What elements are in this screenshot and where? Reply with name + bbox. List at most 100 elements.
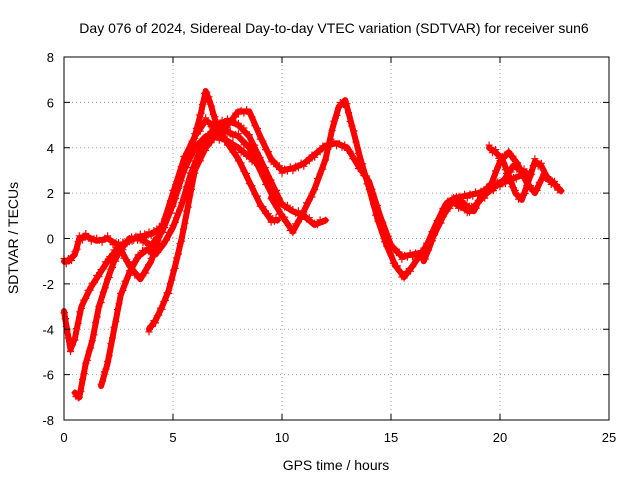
data-point-marker [381, 238, 388, 246]
data-point-marker [367, 190, 375, 198]
data-point-marker [188, 151, 196, 159]
data-point-marker [191, 169, 199, 177]
data-point-marker [157, 304, 164, 312]
data-point-marker [313, 175, 321, 182]
data-point-marker [256, 153, 264, 161]
data-point-marker [74, 319, 82, 327]
data-point-marker [74, 238, 82, 246]
data-point-marker [155, 311, 163, 319]
data-point-marker [70, 335, 78, 342]
y-tick-label: -4 [42, 322, 54, 337]
data-point-marker [346, 118, 354, 125]
data-point-marker [316, 170, 324, 178]
data-point-marker [297, 215, 305, 223]
data-point-marker [204, 94, 212, 102]
data-point-marker [178, 199, 186, 207]
data-point-marker [528, 170, 536, 178]
data-point-marker [192, 124, 200, 132]
data-point-marker [203, 88, 211, 96]
data-point-marker [398, 255, 406, 263]
data-point-marker [167, 227, 175, 235]
data-point-marker [331, 114, 339, 122]
data-point-marker [194, 121, 202, 129]
data-point-marker [172, 195, 180, 203]
data-point-marker [176, 206, 183, 214]
data-point-marker [400, 274, 408, 282]
data-point-marker [472, 205, 480, 212]
data-point-marker [407, 267, 415, 275]
data-point-marker [161, 224, 169, 232]
data-point-marker [174, 183, 182, 191]
data-point-marker [328, 127, 336, 134]
data-point-marker [248, 182, 256, 190]
data-point-marker [148, 323, 156, 330]
data-point-marker [158, 242, 166, 250]
data-point-marker [208, 102, 216, 110]
series-layer [60, 88, 565, 402]
data-point-marker [361, 170, 369, 178]
data-point-marker [166, 209, 174, 217]
data-point-marker [218, 127, 226, 135]
data-point-marker [206, 131, 214, 138]
data-point-marker [99, 288, 107, 296]
data-point-marker [104, 259, 112, 267]
data-point-marker [179, 225, 187, 233]
data-point-marker [245, 153, 253, 161]
data-point-marker [281, 213, 289, 221]
y-tick-label: 0 [47, 232, 54, 247]
data-point-marker [370, 201, 378, 208]
data-point-marker [234, 144, 242, 152]
data-point-marker [164, 213, 172, 221]
data-point-marker [160, 298, 168, 306]
data-point-marker [511, 186, 519, 194]
data-point-marker [91, 279, 98, 286]
data-point-marker [274, 216, 282, 224]
data-point-marker [166, 280, 174, 287]
data-point-marker [423, 247, 431, 255]
data-point-marker [395, 248, 403, 256]
data-point-marker [270, 196, 278, 203]
data-point-marker [95, 303, 103, 311]
data-point-marker [254, 124, 261, 132]
chart-title: Day 076 of 2024, Sidereal Day-to-day VTE… [79, 20, 589, 36]
data-point-marker [211, 113, 219, 121]
data-point-marker [123, 274, 131, 282]
data-point-marker [202, 146, 210, 154]
data-point-marker [171, 218, 179, 226]
data-point-marker [226, 129, 234, 137]
data-point-marker [79, 375, 86, 383]
data-point-marker [110, 323, 118, 331]
y-tick-label: -8 [42, 413, 54, 428]
data-point-marker [69, 341, 77, 349]
data-point-marker [237, 159, 245, 167]
data-point-marker [372, 211, 380, 219]
data-point-marker [365, 186, 373, 193]
data-point-marker [115, 251, 123, 258]
data-point-marker [88, 337, 96, 345]
data-point-marker [145, 328, 153, 336]
data-point-marker [251, 141, 259, 149]
data-point-marker [128, 237, 136, 245]
data-point-marker [101, 284, 109, 292]
data-point-marker [87, 344, 95, 352]
data-point-marker [104, 358, 112, 365]
data-point-marker [259, 203, 267, 211]
data-point-marker [289, 167, 297, 175]
data-point-marker [498, 152, 506, 160]
data-point-marker [357, 156, 364, 164]
data-point-marker [446, 199, 454, 207]
data-point-marker [67, 348, 74, 355]
data-point-marker [437, 214, 445, 222]
data-point-marker [333, 111, 341, 119]
data-point-marker [346, 147, 354, 155]
data-point-marker [273, 186, 281, 194]
data-point-marker [184, 203, 192, 211]
data-point-marker [539, 165, 547, 173]
data-point-marker [485, 183, 493, 191]
data-point-marker [147, 255, 155, 262]
data-point-marker [289, 206, 297, 213]
data-point-marker [93, 313, 101, 321]
data-point-marker [313, 221, 321, 229]
data-point-marker [270, 157, 278, 165]
